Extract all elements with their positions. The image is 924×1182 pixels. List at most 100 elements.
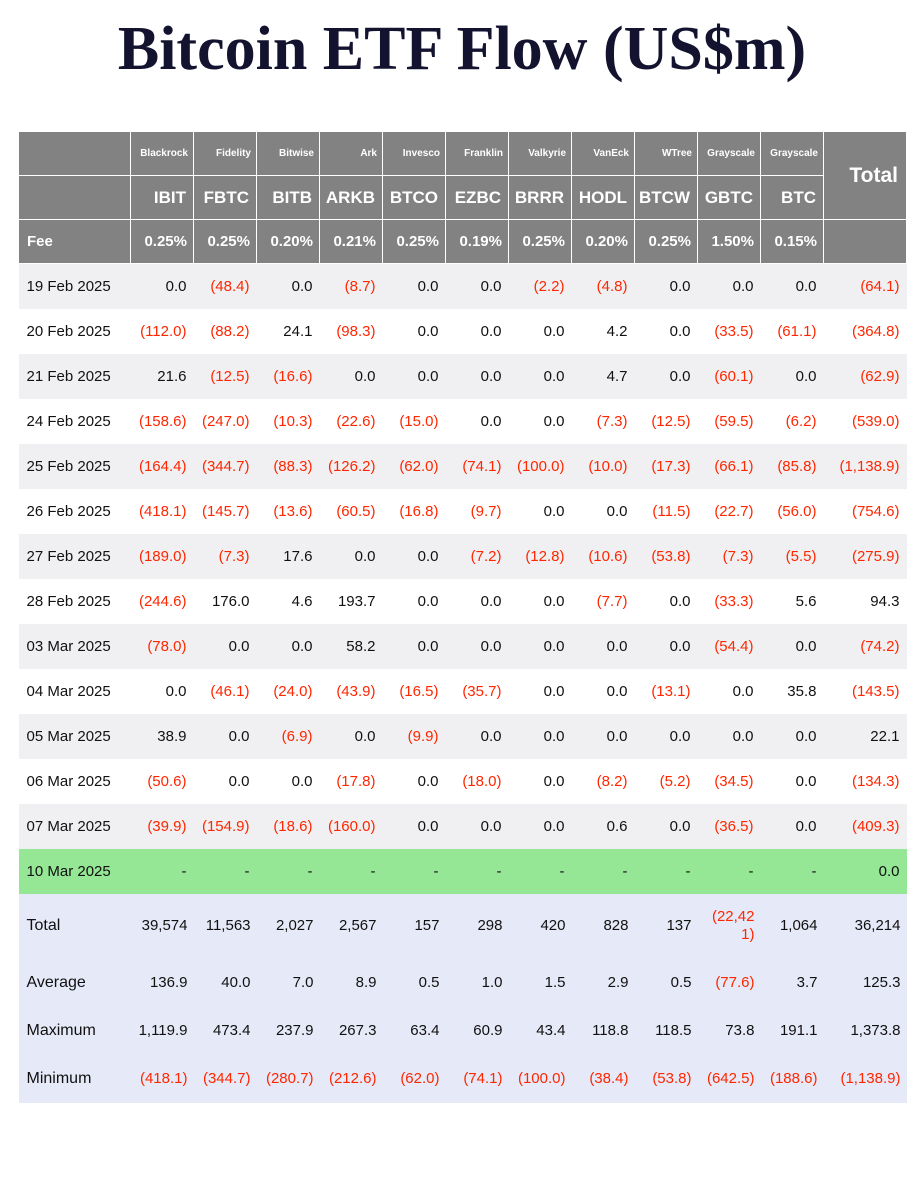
value-cell: 0.0 [445, 803, 509, 849]
fee-bitb: 0.20% [256, 219, 320, 264]
value-cell: 0.0 [760, 263, 824, 309]
value-cell: - [130, 848, 194, 894]
value-cell: (78.0) [130, 623, 194, 669]
value-cell: (12.5) [651, 412, 691, 430]
value-cell: (74.1) [445, 1055, 509, 1103]
value-cell: (247.0) [201, 412, 250, 430]
value-cell: 0.0 [543, 412, 565, 430]
row-total-cell: (364.8) [851, 322, 900, 340]
value-cell: 118.8 [571, 1007, 635, 1055]
date-cell: 24 Feb 2025 [26, 412, 111, 430]
value-cell: 0.0 [382, 353, 446, 399]
value-cell: 0.0 [760, 803, 824, 849]
fee-total-blank [823, 219, 907, 264]
value-cell: 58.2 [319, 623, 383, 669]
value-cell: (12.5) [193, 353, 257, 399]
table-header: Blackrock Fidelity Bitwise Ark Invesco Frankl… [18, 131, 907, 264]
date-cell: 03 Mar 2025 [18, 623, 131, 669]
ticker-header-btc: BTC [760, 175, 824, 220]
table-row: 26 Feb 2025 (418.1) (145.7) (13.6) (60.5) (16… [19, 489, 907, 534]
summary-total-cell: 36,214 [823, 893, 907, 959]
value-cell: (56.0) [777, 502, 817, 520]
summary-label: Average [18, 959, 131, 1007]
value-cell: 4.7 [571, 353, 635, 399]
value-cell: 0.0 [606, 502, 628, 520]
value-cell: 0.0 [256, 623, 320, 669]
date-cell: 21 Feb 2025 [18, 353, 131, 399]
value-cell: 0.0 [445, 623, 509, 669]
value-cell: 0.0 [508, 353, 572, 399]
value-cell: 1.5 [508, 959, 572, 1007]
value-cell: (212.6) [319, 1055, 383, 1103]
ticker-row: IBIT FBTC BITB ARKB BTCO EZBC BRRR HODL BTCW GBTC… [18, 175, 907, 220]
issuer-header-btcw: WTree [634, 131, 698, 176]
date-cell: 27 Feb 2025 [18, 533, 131, 579]
value-cell: 0.0 [543, 502, 565, 520]
value-cell: (10.0) [571, 443, 635, 489]
value-cell: (36.5) [697, 803, 761, 849]
table-row: 25 Feb 2025 (164.4) (344.7) (88.3) (126.2) (6… [18, 443, 907, 489]
table-row: 24 Feb 2025 (158.6) (247.0) (10.3) (22.6) (15… [19, 399, 907, 444]
value-cell: (54.4) [697, 623, 761, 669]
row-total-cell: (539.0) [851, 412, 900, 430]
value-cell: 0.0 [634, 623, 698, 669]
value-cell: 0.0 [445, 353, 509, 399]
value-cell: 0.0 [760, 713, 824, 759]
value-cell: 0.0 [508, 713, 572, 759]
value-cell: 11,563 [193, 893, 257, 959]
value-cell: (189.0) [130, 533, 194, 579]
value-cell: 0.0 [256, 263, 320, 309]
value-cell: 298 [445, 893, 509, 959]
row-total-cell: (134.3) [851, 772, 900, 790]
value-cell: 0.0 [508, 623, 572, 669]
value-cell: 0.0 [508, 803, 572, 849]
summary-label: Minimum [18, 1055, 131, 1103]
table-row: 28 Feb 2025 (244.6) 176.0 4.6 193.7 0.0 0.0 0.0… [19, 579, 907, 624]
value-cell: (112.0) [140, 322, 187, 340]
date-cell: 10 Mar 2025 [18, 848, 131, 894]
value-cell: 0.0 [480, 322, 502, 340]
date-cell: 19 Feb 2025 [18, 263, 131, 309]
summary-row-minimum: Minimum (418.1) (344.7) (280.7) (212.6) (62.0… [18, 1055, 907, 1103]
row-total-cell: (62.9) [823, 353, 907, 399]
value-cell: (4.8) [571, 263, 635, 309]
date-cell: 25 Feb 2025 [18, 443, 131, 489]
fee-fbtc: 0.25% [193, 219, 257, 264]
value-cell: (5.5) [760, 533, 824, 579]
value-cell: (244.6) [138, 592, 187, 610]
value-cell: - [382, 848, 446, 894]
value-cell: 5.6 [795, 592, 817, 610]
value-cell: (77.6) [697, 959, 761, 1007]
value-cell: 0.0 [543, 682, 565, 700]
value-cell: 40.0 [193, 959, 257, 1007]
fee-ibit: 0.25% [130, 219, 194, 264]
row-total-cell: (275.9) [823, 533, 907, 579]
value-cell: 2,027 [256, 893, 320, 959]
fee-label: Fee [18, 219, 131, 264]
ticker-header-ibit: IBIT [130, 175, 194, 220]
value-cell: (16.6) [256, 353, 320, 399]
summary-row-average: Average 136.9 40.0 7.0 8.9 0.5 1.0 1.5 2.9 0.5 (77… [18, 959, 907, 1007]
page-title: Bitcoin ETF Flow (US$m) [117, 15, 807, 83]
value-cell: 0.0 [480, 412, 502, 430]
value-cell: (5.2) [659, 772, 691, 790]
total-header: Total [823, 131, 907, 220]
value-cell: 0.0 [480, 592, 502, 610]
value-cell: 0.0 [130, 263, 194, 309]
value-cell: 0.0 [543, 322, 565, 340]
ticker-header-btcw: BTCW [634, 175, 698, 220]
value-cell: 136.9 [130, 959, 194, 1007]
ticker-header-fbtc: FBTC [193, 175, 257, 220]
row-total-cell: 94.3 [870, 592, 900, 610]
row-total-cell: (409.3) [823, 803, 907, 849]
highlight-row: 10 Mar 2025- - - - - - - - - - -0.0 [18, 848, 907, 894]
value-cell: (7.3) [697, 533, 761, 579]
value-cell: - [319, 848, 383, 894]
date-cell: 05 Mar 2025 [18, 713, 131, 759]
table-row: 06 Mar 2025 (50.6) 0.0 0.0 (17.8) 0.0 (18.0) 0.… [19, 759, 907, 804]
value-cell: 0.0 [417, 592, 439, 610]
fee-btco: 0.25% [382, 219, 446, 264]
table-row: 05 Mar 2025 38.9 0.0 (6.9) 0.0 (9.9) 0.0 0.0 0.0… [18, 713, 907, 759]
value-cell: (53.8) [634, 533, 698, 579]
